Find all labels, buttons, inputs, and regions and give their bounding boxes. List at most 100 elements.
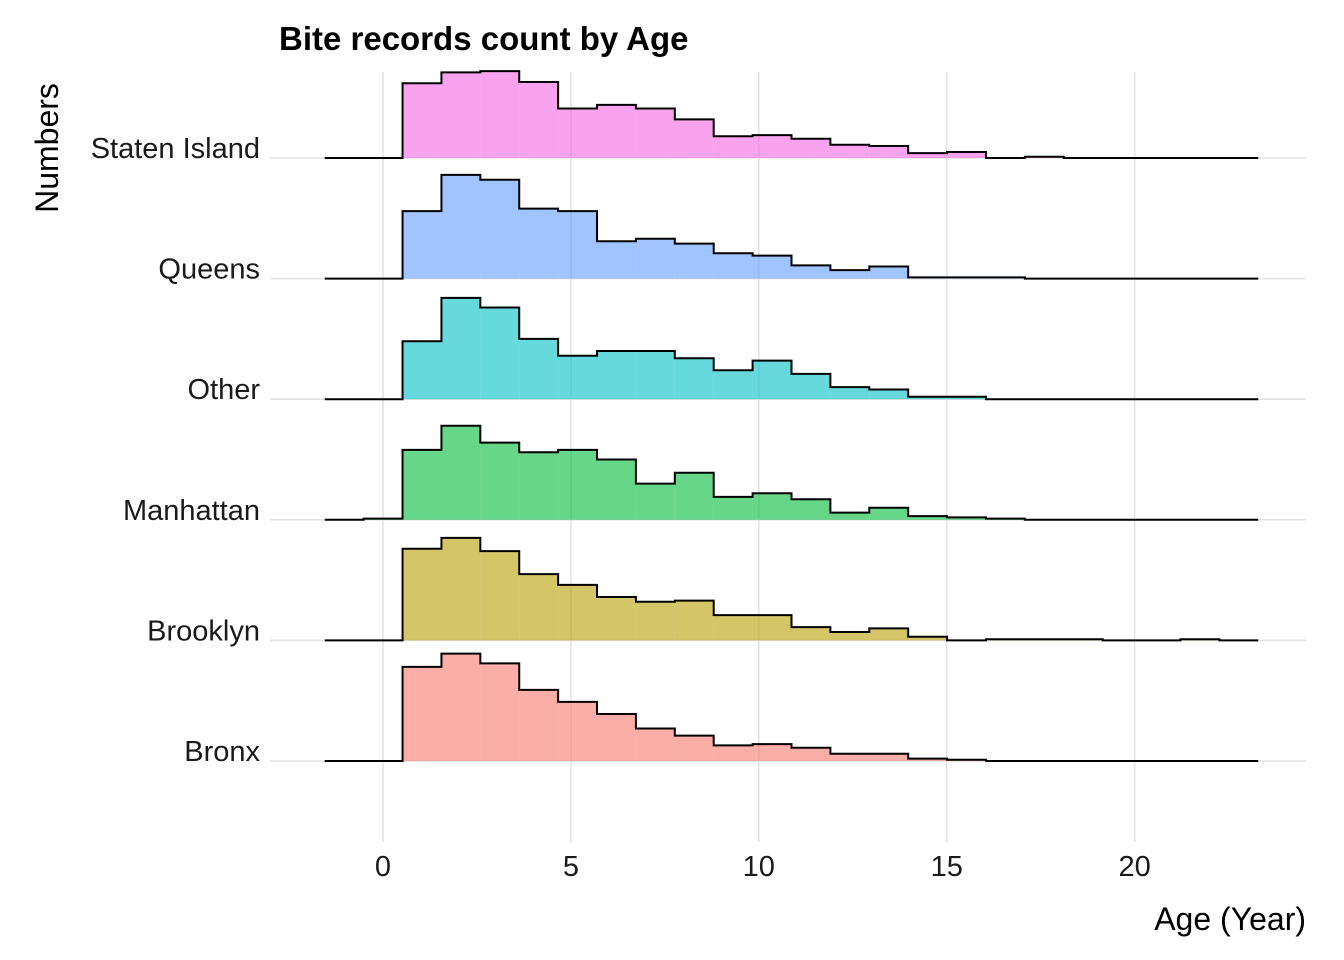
histogram-bin xyxy=(908,153,948,158)
histogram-bin xyxy=(908,758,948,761)
ridge-staten-island xyxy=(324,70,1259,159)
histogram-bin xyxy=(869,266,909,279)
histogram-bin xyxy=(558,108,598,158)
histogram-bin xyxy=(674,472,714,520)
histogram-bin xyxy=(791,265,831,279)
histogram-bin xyxy=(713,496,753,520)
histogram-bin xyxy=(791,747,831,761)
histogram-bin xyxy=(674,735,714,761)
histogram-bin xyxy=(674,358,714,400)
histogram-bin xyxy=(869,507,909,520)
ridge-queens xyxy=(324,173,1259,280)
histogram-bin xyxy=(402,211,442,279)
histogram-bin xyxy=(558,355,598,400)
histogram-bin xyxy=(752,360,792,400)
histogram-bin xyxy=(752,615,792,641)
histogram-bin xyxy=(908,396,948,400)
histogram-bin xyxy=(830,144,870,158)
histogram-bin xyxy=(597,104,636,158)
histogram-bin xyxy=(597,350,636,400)
histogram-bin xyxy=(441,537,481,641)
histogram-bin xyxy=(480,179,520,279)
histogram-bin xyxy=(480,71,520,158)
histogram-bin xyxy=(519,338,559,400)
histogram-bin xyxy=(713,745,753,761)
histogram-bin xyxy=(402,449,442,520)
histogram-bin xyxy=(519,689,559,761)
ridge-brooklyn xyxy=(324,536,1259,642)
histogram-bin xyxy=(480,663,520,761)
histogram-bin xyxy=(597,241,636,279)
chart-title: Bite records count by Age xyxy=(279,20,689,57)
histogram-bin xyxy=(947,517,986,520)
histogram-bin xyxy=(597,459,636,520)
histogram-bin xyxy=(519,574,559,641)
histogram-bin xyxy=(480,551,520,641)
histogram-bin xyxy=(635,483,675,520)
histogram-bin xyxy=(597,596,636,641)
ridge-other xyxy=(324,296,1259,401)
histogram-bin xyxy=(480,307,520,400)
category-label: Bronx xyxy=(184,736,260,768)
histogram-bin xyxy=(635,601,675,641)
histogram-bin xyxy=(713,370,753,400)
x-tick-label: 10 xyxy=(743,851,775,883)
histogram-bin xyxy=(869,628,909,641)
ridge-outline xyxy=(324,70,1259,159)
histogram-bin xyxy=(830,753,870,761)
histogram-bin xyxy=(908,516,948,520)
histogram-bin xyxy=(402,548,442,641)
histogram-bin xyxy=(519,82,559,158)
histogram-bin xyxy=(869,145,909,158)
histogram-bin xyxy=(441,297,481,400)
histogram-bin xyxy=(558,211,598,279)
histogram-bin xyxy=(558,701,598,761)
histogram-bin xyxy=(752,744,792,761)
histogram-bin xyxy=(635,350,675,400)
histogram-bin xyxy=(402,341,442,400)
histogram-bin xyxy=(791,499,831,520)
histogram-bin xyxy=(908,636,948,641)
histogram-bin xyxy=(441,72,481,158)
histogram-bin xyxy=(519,208,559,279)
ridge-outline xyxy=(324,652,1259,762)
histogram-bin xyxy=(402,83,442,158)
histogram-bin xyxy=(558,584,598,641)
histogram-bin xyxy=(674,600,714,641)
histogram-bin xyxy=(830,387,870,400)
x-tick-label: 15 xyxy=(931,851,963,883)
histogram-bin xyxy=(635,108,675,158)
x-tick-label: 0 xyxy=(375,851,391,883)
histogram-bin xyxy=(869,753,909,761)
histogram-bin xyxy=(441,174,481,279)
ridges xyxy=(324,70,1259,762)
category-label: Manhattan xyxy=(123,495,260,527)
x-tick-label: 5 xyxy=(563,851,579,883)
histogram-bin xyxy=(713,615,753,641)
ridge-outline xyxy=(324,173,1259,280)
histogram-bin xyxy=(713,253,753,279)
histogram-bin xyxy=(635,238,675,279)
ridge-manhattan xyxy=(324,424,1259,521)
histogram-bin xyxy=(674,119,714,158)
histogram-bin xyxy=(830,631,870,641)
x-axis-label: Age (Year) xyxy=(1154,901,1306,937)
histogram-bin xyxy=(830,512,870,520)
histogram-bin xyxy=(441,425,481,520)
histogram-bin xyxy=(441,653,481,761)
histogram-bin xyxy=(752,255,792,279)
histogram-bin xyxy=(752,135,792,158)
category-label: Brooklyn xyxy=(147,615,260,647)
x-tick-label: 20 xyxy=(1118,851,1150,883)
histogram-bin xyxy=(791,627,831,641)
histogram-bin xyxy=(597,713,636,761)
histogram-bin xyxy=(869,389,909,400)
ridge-outline xyxy=(324,296,1259,401)
histogram-bin xyxy=(402,666,442,761)
histogram-bin xyxy=(558,449,598,520)
ridge-outline xyxy=(324,536,1259,642)
category-label: Queens xyxy=(158,254,260,286)
histogram-bin xyxy=(635,728,675,761)
histogram-bin xyxy=(519,452,559,520)
